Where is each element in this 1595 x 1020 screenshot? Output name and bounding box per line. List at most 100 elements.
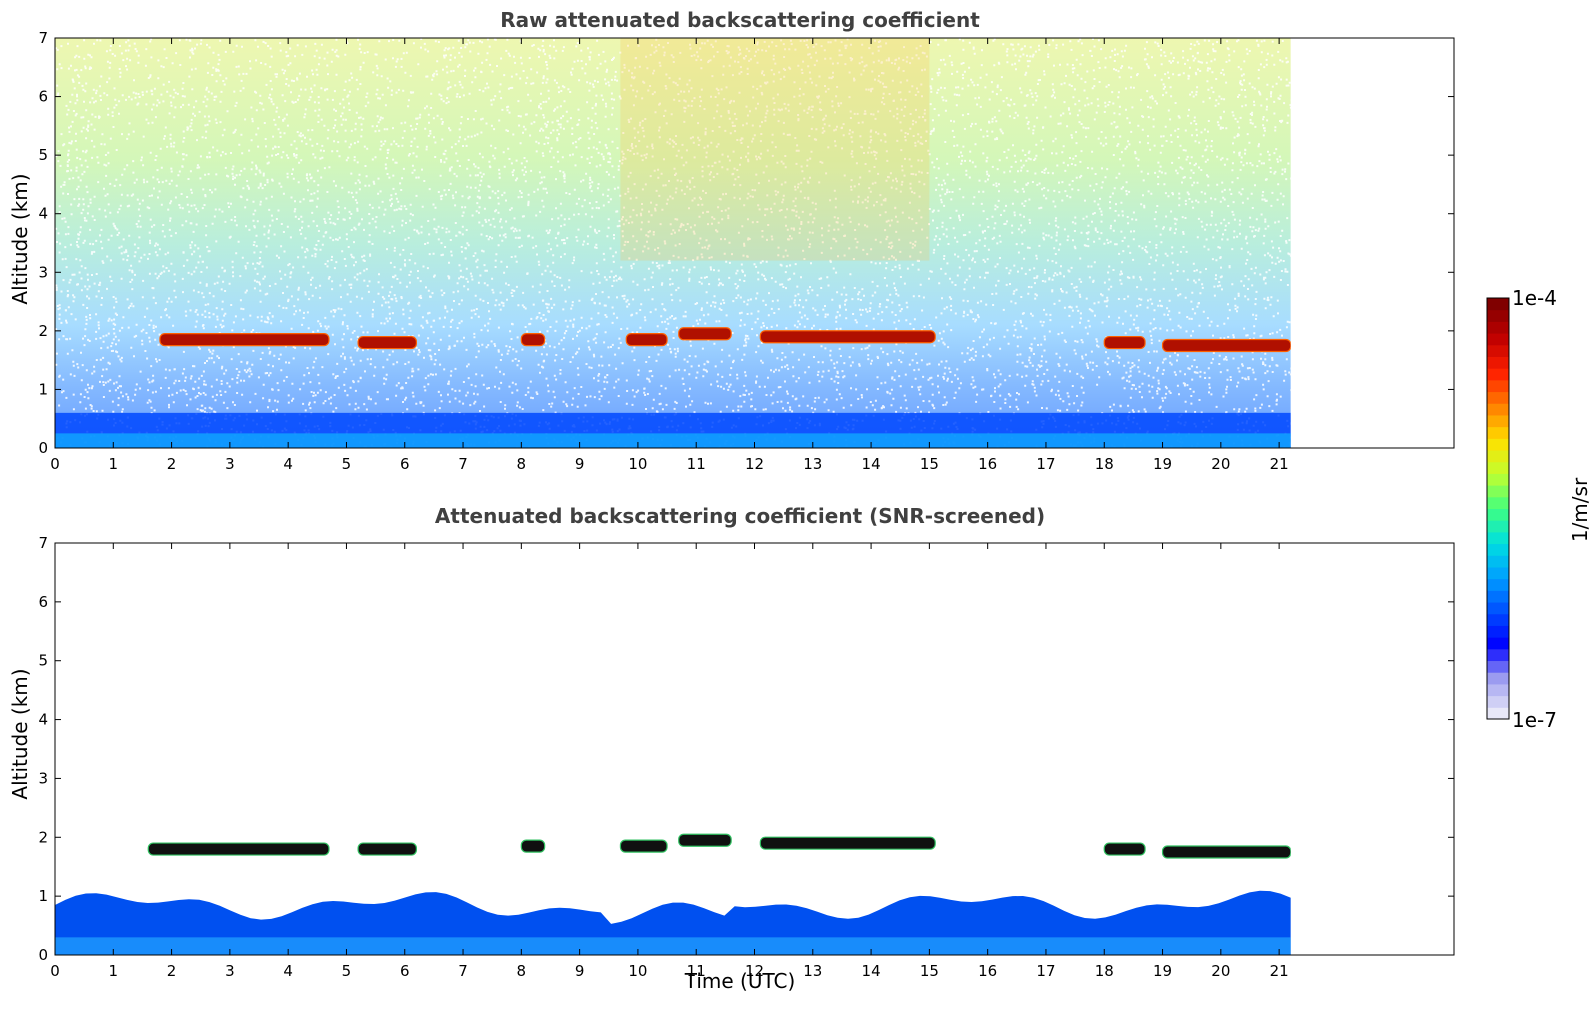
y-tick-label: 6 bbox=[38, 593, 48, 611]
colorbar-step bbox=[1487, 566, 1509, 580]
x-tick-label: 12 bbox=[745, 962, 764, 980]
x-tick-label: 8 bbox=[517, 455, 527, 473]
cloud-layer bbox=[678, 327, 732, 341]
x-tick-label: 2 bbox=[167, 455, 177, 473]
colorbar-step bbox=[1487, 672, 1509, 685]
colorbar-step bbox=[1487, 543, 1509, 556]
x-tick-label: 17 bbox=[1036, 962, 1055, 980]
snr-screened-panel: Attenuated backscattering coefficient (S… bbox=[8, 504, 1455, 993]
colorbar-step bbox=[1487, 520, 1509, 533]
y-tick-label: 7 bbox=[38, 534, 48, 552]
x-tick-label: 9 bbox=[575, 455, 585, 473]
y-tick-label: 0 bbox=[38, 946, 48, 964]
x-tick-label: 8 bbox=[517, 962, 527, 980]
cloud-layer bbox=[625, 333, 668, 347]
y-tick-label: 0 bbox=[38, 439, 48, 457]
colorbar-step bbox=[1487, 461, 1509, 474]
y-tick-label: 3 bbox=[38, 769, 48, 787]
x-tick-label: 18 bbox=[1095, 962, 1114, 980]
x-tick-label: 10 bbox=[628, 962, 647, 980]
colorbar-step bbox=[1487, 403, 1509, 416]
cloud-layer bbox=[357, 335, 418, 350]
x-tick-label: 11 bbox=[687, 962, 706, 980]
surface-layer bbox=[55, 433, 1291, 448]
x-tick-label: 21 bbox=[1270, 455, 1289, 473]
colorbar-step bbox=[1487, 531, 1509, 545]
colorbar-step bbox=[1487, 683, 1509, 697]
x-tick-label: 5 bbox=[342, 962, 352, 980]
cloud-layer bbox=[1161, 845, 1291, 859]
x-tick-label: 9 bbox=[575, 962, 585, 980]
y-axis-label: Altitude (km) bbox=[8, 173, 32, 304]
x-tick-label: 21 bbox=[1270, 962, 1289, 980]
colorbar-step bbox=[1487, 414, 1509, 428]
colorbar-step bbox=[1487, 391, 1509, 404]
x-tick-label: 1 bbox=[109, 962, 119, 980]
colorbar-step bbox=[1487, 298, 1509, 311]
surface-layer bbox=[55, 937, 1291, 955]
colorbar-step bbox=[1487, 333, 1509, 346]
panel-title: Attenuated backscattering coefficient (S… bbox=[435, 504, 1045, 528]
cloud-layer bbox=[520, 839, 546, 853]
cloud-layer bbox=[147, 842, 330, 856]
y-tick-label: 5 bbox=[38, 652, 48, 670]
cloud-layer bbox=[1103, 335, 1146, 350]
cloud-layer bbox=[159, 333, 330, 347]
x-tick-label: 7 bbox=[458, 455, 468, 473]
raw-backscatter-panel: Raw attenuated backscattering coefficien… bbox=[8, 8, 1455, 473]
cloud-layer bbox=[619, 839, 668, 853]
y-axis-label: Altitude (km) bbox=[8, 668, 32, 799]
colorbar: 1e-4 1e-7 1/m/sr bbox=[1486, 286, 1592, 732]
colorbar-step bbox=[1487, 660, 1509, 673]
y-tick-label: 6 bbox=[38, 88, 48, 106]
colorbar-max-label: 1e-4 bbox=[1512, 286, 1557, 310]
colorbar-step bbox=[1487, 321, 1509, 334]
colorbar-step bbox=[1487, 450, 1509, 463]
colorbar-step bbox=[1487, 625, 1509, 638]
cloud-layer bbox=[759, 836, 936, 850]
colorbar-min-label: 1e-7 bbox=[1512, 708, 1557, 732]
colorbar-step bbox=[1487, 695, 1509, 708]
cloud-layer bbox=[678, 833, 732, 847]
x-tick-label: 6 bbox=[400, 962, 410, 980]
x-tick-label: 3 bbox=[225, 455, 235, 473]
high-signal-band bbox=[620, 38, 930, 261]
x-axis-label: Time (UTC) bbox=[684, 969, 796, 993]
backscatter-field bbox=[55, 38, 1291, 448]
x-tick-label: 10 bbox=[628, 455, 647, 473]
colorbar-step bbox=[1487, 379, 1509, 393]
y-tick-label: 2 bbox=[38, 828, 48, 846]
x-tick-label: 20 bbox=[1211, 962, 1230, 980]
x-tick-label: 17 bbox=[1036, 455, 1055, 473]
x-tick-label: 5 bbox=[342, 455, 352, 473]
plot-frame bbox=[54, 542, 1455, 956]
x-tick-label: 19 bbox=[1153, 455, 1172, 473]
colorbar-step bbox=[1487, 578, 1509, 591]
y-tick-label: 4 bbox=[38, 711, 48, 729]
x-tick-label: 19 bbox=[1153, 962, 1172, 980]
y-tick-label: 3 bbox=[38, 263, 48, 281]
x-tick-label: 12 bbox=[745, 455, 764, 473]
colorbar-step bbox=[1487, 426, 1509, 439]
x-tick-label: 11 bbox=[687, 455, 706, 473]
x-tick-label: 13 bbox=[803, 455, 822, 473]
colorbar-step bbox=[1487, 637, 1509, 650]
x-tick-label: 16 bbox=[978, 962, 997, 980]
x-tick-label: 20 bbox=[1211, 455, 1230, 473]
colorbar-step bbox=[1487, 309, 1509, 322]
x-tick-label: 3 bbox=[225, 962, 235, 980]
x-tick-label: 18 bbox=[1095, 455, 1114, 473]
cloud-layer bbox=[1103, 842, 1146, 856]
y-tick-label: 1 bbox=[38, 380, 48, 398]
cloud-layer bbox=[1161, 338, 1291, 353]
x-tick-label: 13 bbox=[803, 962, 822, 980]
colorbar-step bbox=[1487, 555, 1509, 568]
x-tick-label: 15 bbox=[920, 962, 939, 980]
x-tick-label: 7 bbox=[458, 962, 468, 980]
colorbar-frame bbox=[1486, 297, 1510, 720]
colorbar-step bbox=[1487, 368, 1509, 381]
cloud-layer bbox=[357, 842, 418, 856]
colorbar-step bbox=[1487, 602, 1509, 615]
x-tick-label: 4 bbox=[283, 455, 293, 473]
